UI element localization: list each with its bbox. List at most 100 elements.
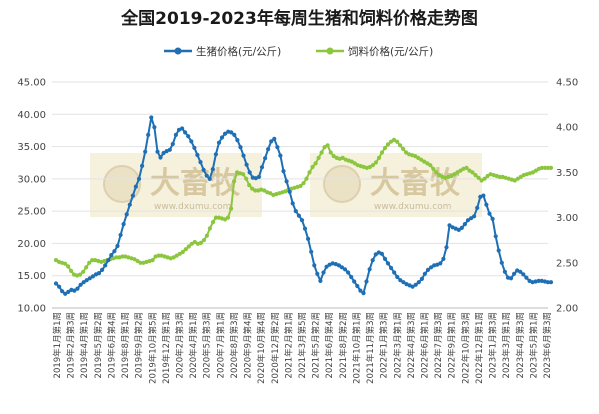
data-point[interactable]: [138, 260, 143, 265]
data-point[interactable]: [542, 165, 548, 170]
data-point[interactable]: [379, 150, 385, 155]
data-point[interactable]: [545, 165, 551, 170]
data-point[interactable]: [198, 160, 203, 165]
data-point[interactable]: [336, 263, 341, 268]
data-point[interactable]: [441, 256, 446, 261]
data-point[interactable]: [319, 150, 324, 155]
data-point[interactable]: [192, 239, 197, 245]
data-point[interactable]: [63, 261, 68, 266]
data-point[interactable]: [499, 260, 504, 265]
data-point[interactable]: [511, 271, 517, 276]
data-point[interactable]: [109, 253, 114, 258]
data-point[interactable]: [247, 183, 252, 188]
data-point[interactable]: [391, 137, 397, 142]
data-point[interactable]: [66, 289, 71, 294]
data-point[interactable]: [370, 163, 375, 168]
data-point[interactable]: [87, 260, 92, 265]
data-point[interactable]: [241, 153, 246, 158]
data-point[interactable]: [367, 267, 372, 272]
data-point[interactable]: [167, 147, 172, 152]
data-point[interactable]: [180, 126, 185, 131]
data-point[interactable]: [536, 278, 541, 283]
data-point[interactable]: [321, 270, 326, 275]
data-point[interactable]: [241, 172, 246, 177]
data-point[interactable]: [385, 142, 391, 147]
data-point[interactable]: [484, 202, 489, 207]
data-point[interactable]: [521, 272, 526, 277]
data-point[interactable]: [229, 206, 234, 211]
data-point[interactable]: [355, 283, 360, 289]
data-point[interactable]: [87, 276, 92, 281]
data-point[interactable]: [419, 157, 424, 162]
data-point[interactable]: [103, 263, 108, 268]
data-point[interactable]: [296, 213, 301, 218]
data-point[interactable]: [309, 249, 314, 254]
data-point[interactable]: [431, 166, 436, 171]
data-point[interactable]: [121, 222, 126, 227]
data-point[interactable]: [269, 139, 274, 144]
data-point[interactable]: [401, 146, 406, 151]
data-point[interactable]: [301, 181, 306, 186]
data-point[interactable]: [272, 136, 277, 141]
data-point[interactable]: [465, 218, 471, 223]
data-point[interactable]: [385, 261, 391, 266]
data-point[interactable]: [447, 223, 452, 228]
data-point[interactable]: [476, 175, 481, 180]
data-point[interactable]: [324, 264, 329, 269]
data-point[interactable]: [143, 149, 148, 154]
data-point[interactable]: [361, 291, 366, 296]
data-point[interactable]: [398, 278, 403, 283]
data-point[interactable]: [149, 115, 154, 120]
data-point[interactable]: [112, 249, 117, 254]
data-point[interactable]: [253, 188, 258, 193]
legend-item-pig[interactable]: 生猪价格(元/公斤): [164, 45, 281, 58]
data-point[interactable]: [225, 215, 231, 220]
data-point[interactable]: [90, 258, 95, 263]
data-point[interactable]: [115, 243, 120, 249]
data-point[interactable]: [472, 214, 477, 219]
data-point[interactable]: [57, 284, 62, 289]
data-point[interactable]: [275, 145, 280, 150]
data-point[interactable]: [173, 132, 178, 137]
data-point[interactable]: [120, 254, 125, 259]
data-point[interactable]: [213, 152, 218, 157]
data-point[interactable]: [100, 267, 105, 272]
data-point[interactable]: [422, 159, 427, 164]
data-point[interactable]: [201, 238, 206, 243]
data-point[interactable]: [429, 265, 434, 270]
data-point[interactable]: [127, 202, 132, 207]
data-point[interactable]: [428, 163, 433, 168]
data-point[interactable]: [232, 132, 237, 137]
data-point[interactable]: [207, 226, 212, 231]
data-point[interactable]: [312, 263, 317, 268]
data-point[interactable]: [416, 280, 421, 285]
data-point[interactable]: [66, 264, 71, 269]
data-point[interactable]: [392, 270, 397, 275]
data-point[interactable]: [508, 276, 514, 281]
data-point[interactable]: [379, 251, 384, 256]
data-point[interactable]: [398, 143, 403, 148]
data-point[interactable]: [342, 267, 348, 272]
data-point[interactable]: [473, 173, 478, 178]
data-point[interactable]: [464, 165, 469, 170]
data-point[interactable]: [140, 163, 145, 168]
data-point[interactable]: [180, 249, 185, 255]
data-point[interactable]: [545, 280, 551, 285]
data-point[interactable]: [183, 130, 188, 135]
data-point[interactable]: [524, 275, 529, 280]
data-point[interactable]: [106, 258, 111, 263]
data-point[interactable]: [210, 220, 216, 225]
data-point[interactable]: [192, 145, 197, 150]
data-point[interactable]: [53, 281, 59, 286]
data-point[interactable]: [364, 279, 369, 284]
data-point[interactable]: [195, 152, 200, 158]
data-point[interactable]: [161, 150, 166, 156]
data-point[interactable]: [548, 165, 554, 170]
data-point[interactable]: [456, 227, 461, 232]
data-point[interactable]: [229, 130, 234, 135]
data-point[interactable]: [455, 170, 460, 175]
data-point[interactable]: [482, 176, 487, 181]
data-point[interactable]: [266, 147, 271, 152]
data-point[interactable]: [232, 179, 237, 184]
data-point[interactable]: [395, 139, 400, 144]
